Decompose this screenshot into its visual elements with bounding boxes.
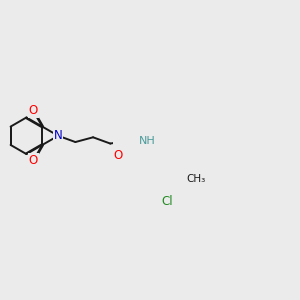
Text: O: O: [28, 104, 38, 117]
Text: Cl: Cl: [161, 195, 173, 208]
Text: NH: NH: [139, 136, 156, 146]
Text: CH₃: CH₃: [187, 174, 206, 184]
Text: O: O: [28, 154, 38, 167]
Text: N: N: [54, 129, 62, 142]
Text: O: O: [113, 149, 122, 162]
